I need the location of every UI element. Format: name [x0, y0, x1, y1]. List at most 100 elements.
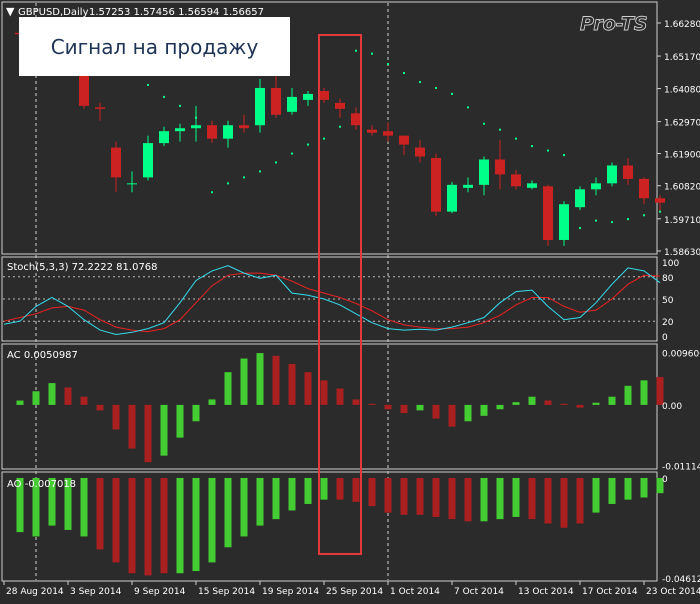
ao-bar	[160, 478, 168, 574]
ao-bar	[656, 478, 664, 494]
ac-bar	[304, 372, 312, 405]
ac-bar	[544, 400, 552, 405]
ac-bar	[144, 404, 152, 463]
triangle-down-icon[interactable]: ▼	[6, 5, 15, 18]
ao-bar	[48, 478, 56, 526]
psar-dot	[579, 227, 581, 230]
ac-bar	[560, 403, 568, 405]
candle-body	[495, 159, 505, 175]
ac-bar	[576, 404, 584, 408]
sell-signal-label: Сигнал на продажу	[19, 17, 290, 76]
date-tick-label: 25 Sep 2014	[326, 587, 383, 597]
candle-body	[527, 183, 537, 188]
candle-body	[303, 93, 313, 100]
ac-tick-label: -0.011141	[662, 463, 700, 473]
psar-dot	[595, 219, 597, 222]
ac-bar	[112, 404, 120, 430]
date-tick-label: 15 Sep 2014	[198, 587, 255, 597]
ao-bar	[304, 478, 312, 504]
date-tick-label: 7 Oct 2014	[454, 587, 504, 597]
stoch-tick-label: 20	[662, 318, 674, 328]
candle-body	[127, 183, 137, 185]
ao-bar	[496, 478, 504, 520]
candle-body	[79, 58, 89, 106]
candle-body	[447, 184, 457, 212]
stoch-tick-label: 50	[662, 296, 674, 306]
candle-body	[335, 102, 345, 109]
ac-bar	[272, 355, 280, 405]
psar-dot	[291, 152, 293, 155]
ao-bar	[288, 478, 296, 511]
ao-pane-border	[1, 471, 658, 582]
ac-bar	[624, 385, 632, 405]
candle-body	[655, 198, 665, 203]
ac-bar	[320, 380, 328, 405]
stoch-main-line	[3, 265, 661, 336]
ao-bar	[592, 478, 600, 513]
ao-bar	[448, 478, 456, 520]
price-tick-label: 1.66280	[664, 20, 700, 30]
ac-bar	[256, 353, 264, 405]
ac-bar	[496, 404, 504, 410]
ao-bar	[112, 478, 120, 563]
candle-body	[111, 147, 121, 178]
price-tick-label: 1.64080	[664, 86, 700, 96]
ac-bar	[176, 404, 184, 438]
date-tick-label: 28 Aug 2014	[6, 587, 64, 597]
ao-bar	[512, 478, 520, 517]
ac-title: AC 0.0050987	[7, 350, 78, 361]
ac-bar	[608, 396, 616, 405]
candle-body	[191, 125, 201, 129]
ac-bar	[656, 377, 664, 405]
psar-dot	[547, 149, 549, 152]
candlesticks	[15, 31, 665, 246]
ao-bar	[256, 478, 264, 526]
psar-dot	[435, 86, 437, 89]
candle-body	[639, 178, 649, 199]
ac-bar	[80, 396, 88, 405]
psar-dot	[371, 52, 373, 55]
psar-dot	[403, 72, 405, 75]
stoch-signal-line	[3, 272, 661, 333]
ao-bar	[368, 478, 376, 507]
date-tick-label: 17 Oct 2014	[582, 587, 638, 597]
price-tick-label: 1.61900	[664, 151, 700, 161]
ao-bar	[384, 478, 392, 513]
ao-bar	[240, 478, 248, 537]
ac-bar	[464, 404, 472, 422]
stoch-tick-label: 100	[662, 259, 679, 269]
ao-bar	[560, 478, 568, 528]
candle-body	[95, 107, 105, 109]
ac-bar	[384, 404, 392, 410]
price-tick-label: 1.60820	[664, 183, 700, 193]
axis-labels: 1.66280 1.65170 1.64080 1.62970 1.61900 1.608…	[3, 20, 700, 597]
candle-body	[351, 113, 361, 126]
candle-body	[223, 125, 233, 139]
ao-bar	[480, 478, 488, 522]
price-tick-label: 1.62970	[664, 119, 700, 129]
price-pane-border	[1, 1, 658, 255]
psar-dot	[387, 63, 389, 66]
ac-bar	[528, 396, 536, 405]
ac-bar	[352, 399, 360, 405]
psar-dot	[355, 49, 357, 52]
ac-bar	[336, 388, 344, 405]
date-tick-label: 13 Oct 2014	[518, 587, 574, 597]
ao-bar	[96, 478, 104, 550]
candle-body	[255, 87, 265, 126]
ac-bar	[64, 387, 72, 405]
ao-bar	[576, 478, 584, 524]
candle-body	[479, 159, 489, 185]
ac-bar	[240, 358, 248, 405]
psar-dot	[259, 170, 261, 173]
ao-bar	[224, 478, 232, 548]
candle-body	[591, 183, 601, 190]
candle-body	[399, 135, 409, 145]
psar-dot	[227, 182, 229, 185]
price-tick-label: 1.59710	[664, 216, 700, 226]
ao-bar	[352, 478, 360, 502]
psar-dot	[611, 221, 613, 224]
ao-bar	[624, 478, 632, 500]
price-tick-label: 1.65170	[664, 53, 700, 63]
price-tick-label: 1.58630	[664, 248, 700, 258]
